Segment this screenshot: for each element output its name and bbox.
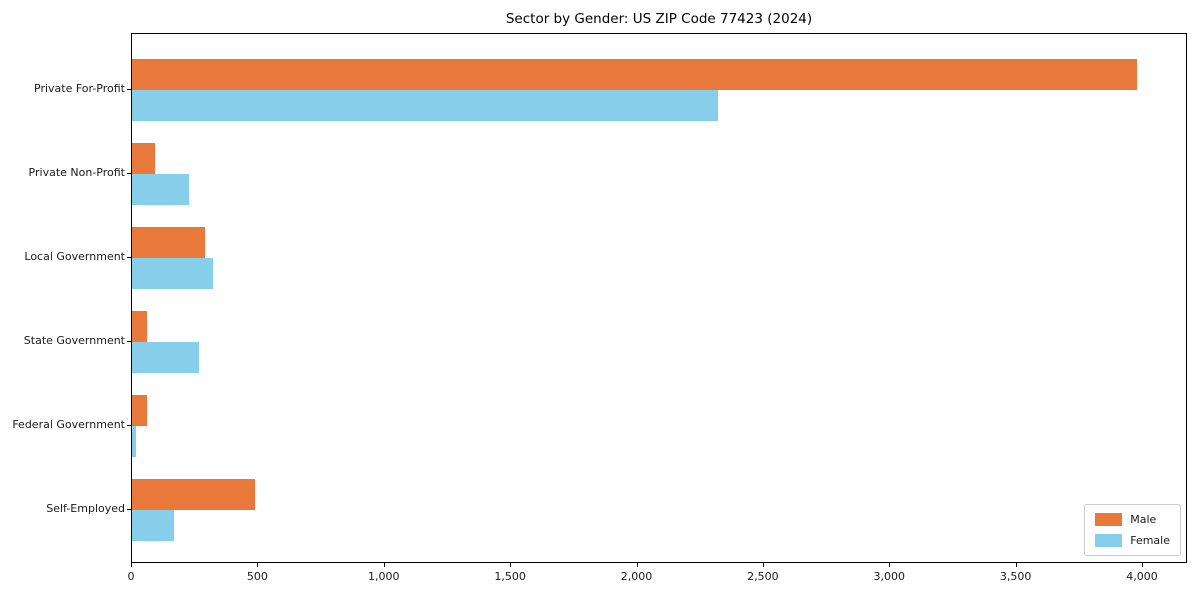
y-category-label: State Government: [23, 334, 125, 347]
x-tick-label: 3,500: [999, 570, 1032, 583]
y-tick-mark: [127, 425, 131, 426]
x-tick-mark: [131, 563, 132, 567]
bar-male: [132, 227, 206, 258]
y-category-label: Private For-Profit: [34, 82, 125, 95]
bar-female: [132, 510, 174, 541]
bar-female: [132, 426, 136, 457]
female-color-swatch: [1095, 534, 1123, 547]
x-tick-mark: [1015, 563, 1017, 567]
bar-male: [132, 59, 1137, 90]
bar-female: [132, 258, 213, 289]
y-category-label: Private Non-Profit: [28, 166, 125, 179]
legend-label-female: Female: [1130, 534, 1170, 547]
bar-female: [132, 90, 719, 121]
x-tick-mark: [383, 563, 385, 567]
x-tick-label: 500: [246, 570, 268, 583]
y-tick-mark: [127, 509, 131, 510]
legend-label-male: Male: [1130, 513, 1157, 526]
y-tick-mark: [127, 257, 131, 258]
legend-item-female: Female: [1095, 534, 1170, 547]
x-tick-label: 1,500: [494, 570, 526, 583]
bar-male: [132, 143, 155, 174]
x-tick-mark: [889, 563, 891, 567]
x-tick-label: 2,500: [747, 570, 779, 583]
plot-area: Male Female: [131, 33, 1187, 563]
y-tick-mark: [127, 173, 131, 174]
y-category-label: Self-Employed: [46, 502, 125, 515]
bar-female: [132, 174, 189, 205]
bar-female: [132, 342, 199, 373]
legend-item-male: Male: [1095, 513, 1170, 526]
x-tick-label: 4,000: [1126, 570, 1158, 583]
x-tick-label: 0: [127, 570, 135, 583]
bar-male: [132, 311, 148, 342]
x-tick-label: 1,000: [368, 570, 400, 583]
x-tick-mark: [257, 563, 259, 567]
x-tick-mark: [1142, 563, 1143, 567]
y-category-label: Federal Government: [12, 418, 125, 431]
bar-male: [132, 395, 147, 426]
y-tick-mark: [127, 341, 131, 342]
chart-title: Sector by Gender: US ZIP Code 77423 (202…: [505, 11, 813, 27]
x-tick-label: 3,000: [873, 570, 906, 583]
male-color-swatch: [1095, 513, 1123, 526]
legend: Male Female: [1084, 504, 1181, 556]
y-tick-mark: [127, 89, 131, 90]
bar-male: [132, 479, 255, 510]
x-tick-mark: [636, 563, 638, 567]
x-tick-mark: [762, 563, 764, 567]
x-tick-label: 2,000: [620, 570, 653, 583]
y-category-label: Local Government: [24, 250, 125, 263]
x-tick-mark: [510, 563, 512, 567]
